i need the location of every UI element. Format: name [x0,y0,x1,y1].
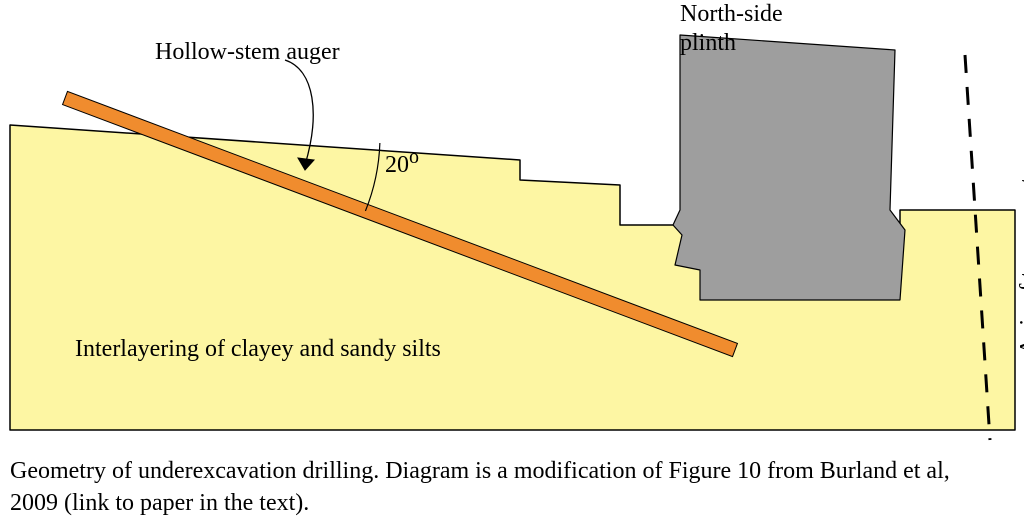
plinth-label: North-side plinth [680,0,783,58]
figure-caption: Geometry of underexcavation drilling. Di… [10,455,1000,520]
plinth-shape [673,35,905,300]
axis-label: Axis of tower center [1016,158,1024,355]
soil-label: Interlayering of clayey and sandy silts [75,335,441,364]
auger-label: Hollow-stem auger [155,38,340,67]
angle-label: 20o [385,145,419,180]
